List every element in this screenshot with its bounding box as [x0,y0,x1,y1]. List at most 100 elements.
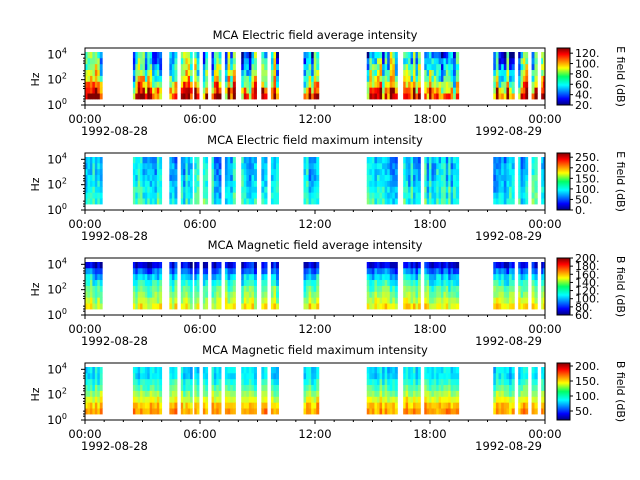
spectrogram-cell [196,279,200,286]
spectrogram-cell [534,93,538,100]
spectrogram-cell [183,285,186,292]
spectrogram-cell [241,63,245,71]
spectrogram-cell [384,396,388,403]
spectrogram-cell [424,390,428,397]
spectrogram-cell [525,262,529,269]
spectrogram-cell [426,378,430,386]
spectrogram-cell [541,396,544,403]
spectrogram-cell [154,378,158,386]
spectrogram-cell [243,262,247,269]
spectrogram-cell [417,157,421,164]
spectrogram-cell [522,378,526,386]
spectrogram-cell [518,262,521,269]
spectrogram-cell [243,57,247,65]
spectrogram-cell [518,390,521,397]
colorbar-tick-label: 100. [575,390,600,403]
spectrogram-cell [183,57,186,65]
spectrogram-cell [441,87,444,94]
spectrogram-cell [154,52,158,59]
spectrogram-cell [251,174,255,181]
spectrogram-cell [313,267,317,275]
y-axis-label: Hz [29,177,42,191]
spectrogram-cell [369,186,373,193]
spectrogram-cell [308,52,312,59]
spectrogram-cell [202,402,206,409]
spectrogram-cell [438,198,442,205]
spectrogram-cell [382,396,386,403]
spectrogram-cell [251,81,255,88]
spectrogram-cell [498,279,502,286]
spectrogram-cell [261,273,265,281]
spectrogram-cell [94,93,98,100]
spectrogram-cell [99,279,103,286]
spectrogram-cell [264,174,268,181]
spectrogram-cell [185,174,189,181]
spectrogram-cell [218,303,222,310]
spectrogram-cell [152,408,155,415]
spectrogram-cell [230,396,234,403]
spectrogram-cell [251,297,255,304]
spectrogram-cell [498,69,502,76]
spectrogram-cell [453,174,457,181]
spectrogram-cell [541,372,544,380]
spectrogram-cell [313,174,317,181]
spectrogram-cell [306,168,310,176]
spectrogram-cell [403,192,407,199]
spectrogram-cell [147,273,151,281]
spectrogram-cell [424,372,428,380]
spectrogram-cell [520,174,524,181]
spectrogram-cell [211,81,215,88]
spectrogram-cell [424,262,428,269]
spectrogram-cell [196,390,200,397]
spectrogram-cell [180,390,184,397]
spectrogram-cell [171,402,175,409]
spectrogram-cell [313,303,317,310]
spectrogram-cell [543,378,546,386]
spectrogram-cell [366,367,370,374]
spectrogram-cell [227,267,231,275]
spectrogram-cell [417,57,421,65]
spectrogram-cell [448,162,452,170]
spectrogram-cell [495,378,499,386]
spectrogram-cell [431,291,435,298]
spectrogram-cell [389,291,393,298]
spectrogram-cell [374,378,378,386]
spectrogram-cell [417,297,421,304]
y-tick-label: 100 [47,412,67,427]
spectrogram-cell [379,390,383,397]
spectrogram-cell [159,267,163,275]
spectrogram-cell [436,192,440,199]
spectrogram-cell [445,262,449,269]
spectrogram-cell [316,297,320,304]
spectrogram-cell [196,285,200,292]
spectrogram-cell [369,174,373,181]
spectrogram-cell [417,162,421,170]
spectrogram-cell [369,273,373,281]
spectrogram-cell [389,81,393,88]
spectrogram-cell [503,186,507,193]
spectrogram-cell [276,69,279,76]
spectrogram-cell [224,52,228,59]
spectrogram-cell [194,198,198,205]
spectrogram-cell [89,402,93,409]
spectrogram-cell [205,267,209,275]
spectrogram-cell [248,303,252,310]
spectrogram-cell [366,81,370,88]
spectrogram-cell [154,63,158,71]
spectrogram-cell [270,273,274,281]
spectrogram-cell [246,192,250,199]
spectrogram-cell [316,180,320,187]
spectrogram-cell [241,273,245,281]
spectrogram-cell [230,408,234,415]
spectrogram-cell [403,262,407,269]
colorbar-tick-label: 200. [575,252,600,265]
spectrogram-cell [230,198,234,205]
spectrogram-cell [455,267,460,275]
spectrogram-cell [213,408,217,415]
spectrogram-cell [187,367,191,374]
spectrogram-cell [382,192,386,199]
spectrogram-cell [276,262,279,269]
spectrogram-cell [541,93,544,100]
spectrogram-cell [443,81,447,88]
spectrogram-cell [433,297,437,304]
